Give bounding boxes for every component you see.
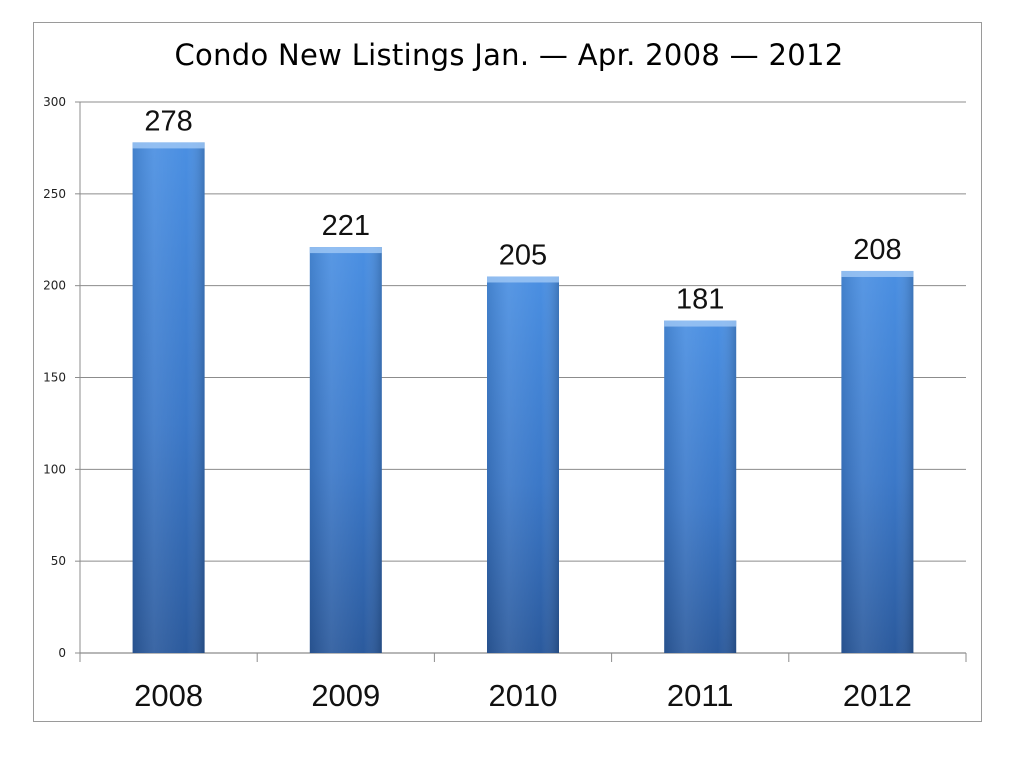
data-label: 205: [499, 239, 547, 271]
y-tick-label: 200: [43, 279, 66, 293]
x-tick-label: 2009: [311, 678, 380, 713]
bar-top-cap: [309, 247, 382, 254]
x-tick-label: 2012: [843, 678, 912, 713]
bar-shading: [664, 320, 737, 653]
bar-top-cap: [664, 320, 737, 327]
bar-shading: [841, 270, 914, 653]
bar-top-cap: [132, 142, 205, 149]
axes: [75, 101, 967, 662]
bars: [132, 142, 914, 653]
data-label: 221: [322, 210, 370, 242]
bar-top-cap: [841, 270, 914, 277]
y-tick-label: 0: [58, 646, 66, 660]
data-label: 181: [676, 284, 724, 316]
x-tick-label: 2011: [667, 678, 734, 713]
y-tick-label: 50: [51, 554, 66, 568]
x-tick-label: 2008: [134, 678, 203, 713]
x-tick-label: 2010: [489, 678, 558, 713]
bar-top-cap: [487, 276, 559, 283]
y-tick-label: 250: [43, 187, 66, 201]
data-label: 278: [144, 105, 192, 137]
bar-shading: [309, 247, 382, 653]
y-tick-label: 300: [43, 95, 66, 109]
data-label: 208: [853, 234, 901, 266]
bar-shading: [487, 276, 559, 653]
chart-title: Condo New Listings Jan. — Apr. 2008 — 20…: [174, 38, 844, 72]
labels: 0 50 100 150 200 250 300 278 2008 221 2009 205 2010 1…: [43, 95, 912, 713]
y-tick-label: 150: [43, 371, 66, 385]
y-tick-label: 100: [43, 462, 66, 476]
bar-shading: [132, 142, 205, 653]
